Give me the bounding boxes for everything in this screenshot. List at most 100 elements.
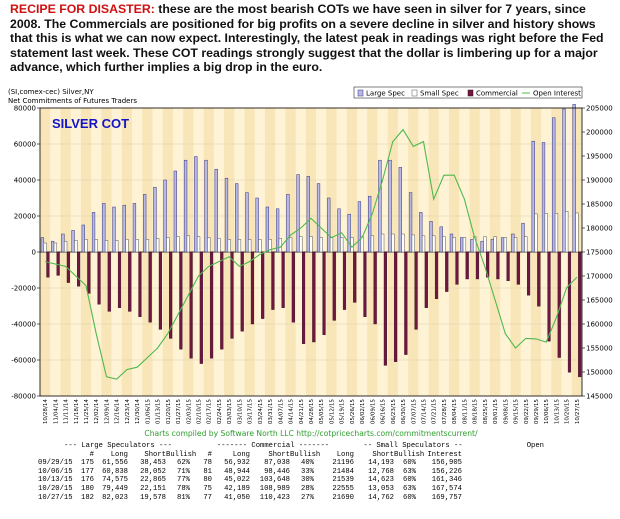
x-tick-label: 02/10/15	[197, 399, 203, 425]
commercial-bar	[250, 251, 255, 325]
table-row-cell: 10/27/15	[38, 493, 73, 502]
small-spec-bar	[166, 237, 170, 253]
small-spec-bar	[207, 237, 211, 253]
headline: RECIPE FOR DISASTER: these are the most …	[10, 2, 610, 75]
y2-tick-label: 175000	[586, 249, 613, 257]
small-spec-bar	[258, 239, 262, 253]
commercial-bar	[394, 251, 398, 363]
large-spec-bar	[316, 183, 321, 253]
open-interest-line	[44, 128, 578, 380]
y-tick-label: 80000	[14, 105, 36, 113]
x-tick-label: 10/06/15	[544, 399, 550, 425]
table-row-cell: 28%	[301, 484, 314, 493]
x-tick-label: 09/15/15	[514, 399, 520, 425]
small-spec-bar	[104, 240, 109, 253]
table-row-cell: 30%	[301, 476, 314, 485]
table-row-cell: 180	[81, 484, 94, 493]
x-tick-label: 06/30/15	[401, 399, 407, 425]
y2-tick-label: 180000	[586, 225, 613, 233]
table-row-cell: 81	[203, 467, 212, 476]
table-header-cell: Long	[232, 450, 250, 459]
large-spec-bar	[50, 240, 55, 253]
x-tick-label: 12/30/14	[135, 399, 141, 425]
commercial-bar	[261, 251, 265, 319]
large-spec-bar	[306, 176, 310, 253]
commercial-bar	[189, 251, 193, 359]
table-group-label: -- Small Speculators --	[363, 442, 463, 450]
large-spec-bar	[357, 201, 362, 253]
commercial-bar	[424, 251, 428, 308]
x-tick-label: 06/02/15	[360, 399, 366, 425]
large-spec-bar	[296, 174, 300, 253]
table-row-cell: 28,052	[140, 467, 166, 476]
small-spec-bar	[115, 240, 119, 253]
small-spec-bar	[524, 236, 528, 253]
small-spec-bar	[483, 236, 487, 253]
large-spec-bar	[102, 203, 106, 253]
table-row-cell: 61,556	[102, 459, 128, 468]
y2-tick-label: 170000	[586, 273, 613, 281]
small-spec-bar	[370, 235, 375, 253]
large-spec-bar	[347, 213, 351, 253]
table-row-cell: 45,022	[224, 476, 250, 485]
x-tick-label: 07/28/15	[442, 399, 448, 425]
table-group-label: --- Large Speculators ---	[64, 442, 172, 450]
large-spec-bar	[224, 177, 229, 253]
table-row-cell: 60,838	[102, 467, 128, 476]
small-spec-bar	[544, 213, 548, 253]
y2-tick-label: 195000	[586, 153, 613, 161]
y-tick-label: 40000	[14, 177, 36, 185]
small-spec-bar	[432, 235, 436, 253]
table-row-cell: 177	[81, 467, 94, 476]
x-tick-label: 04/14/15	[289, 399, 295, 425]
table-row-cell: 60%	[403, 459, 416, 468]
large-spec-bar	[122, 204, 126, 253]
large-spec-bar	[429, 221, 433, 253]
table-row-cell: 09/29/15	[38, 459, 73, 468]
small-spec-bar	[196, 236, 201, 253]
x-tick-label: 04/07/15	[278, 399, 284, 425]
commercial-bar	[567, 251, 572, 373]
table-group-label: ------- Commercial -------	[216, 442, 330, 450]
commercial-bar	[220, 251, 224, 350]
large-spec-bar	[71, 230, 75, 253]
table-row-cell: 38,453	[140, 459, 166, 468]
y2-tick-label: 205000	[586, 105, 613, 113]
large-spec-bar	[286, 194, 290, 253]
small-spec-bar	[442, 236, 446, 253]
small-spec-bar	[462, 237, 467, 253]
y-tick-label: 0	[32, 249, 36, 257]
table-row-cell: 81%	[177, 493, 190, 502]
small-spec-bar	[391, 233, 395, 253]
y-tick-label: -40000	[11, 321, 36, 329]
small-spec-bar	[248, 239, 252, 253]
x-tick-label: 03/10/15	[237, 399, 243, 425]
small-spec-bar	[125, 239, 129, 253]
x-tick-label: 08/18/15	[473, 399, 479, 425]
x-tick-label: 02/24/15	[217, 399, 223, 425]
small-spec-bar	[401, 233, 405, 253]
x-tick-label: 09/01/15	[493, 399, 499, 425]
commercial-bar	[496, 251, 500, 280]
table-row-cell: 79,449	[102, 484, 128, 493]
commercial-bar	[128, 251, 132, 312]
large-spec-bar	[275, 208, 280, 253]
table-row-cell: 75	[203, 484, 212, 493]
y-tick-label: 20000	[14, 213, 36, 221]
commercial-bar	[107, 251, 111, 312]
commercial-bar	[291, 251, 295, 323]
table-row-cell: 22,151	[140, 484, 166, 493]
commercial-bar	[475, 251, 480, 280]
table-row-cell: 71%	[177, 467, 190, 476]
large-spec-bar	[490, 239, 494, 253]
commercial-bar	[404, 251, 408, 355]
table-row-cell: 78%	[177, 484, 190, 493]
table-row-cell: 110,423	[259, 493, 290, 502]
large-spec-bar	[552, 117, 556, 253]
x-tick-label: 05/05/15	[319, 399, 325, 425]
x-tick-label: 12/23/14	[125, 399, 131, 425]
chart-title: SILVER COT	[52, 116, 129, 131]
small-spec-bar	[135, 239, 139, 253]
small-spec-bar	[63, 240, 68, 253]
small-spec-bar	[156, 238, 160, 253]
